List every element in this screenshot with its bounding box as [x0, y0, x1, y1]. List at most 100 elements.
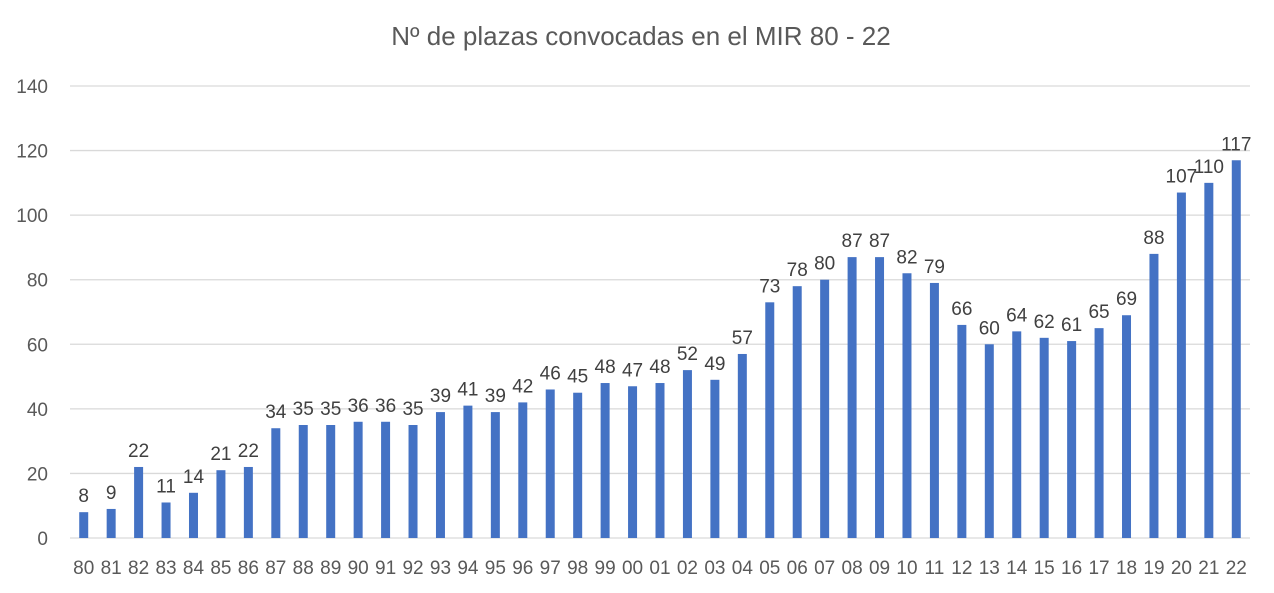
bar — [1122, 315, 1132, 538]
bar — [161, 502, 171, 538]
bar — [710, 379, 720, 538]
data-label: 57 — [732, 328, 753, 349]
data-label: 8 — [78, 486, 89, 507]
bar — [298, 425, 308, 538]
data-label: 69 — [1116, 289, 1137, 310]
x-tick-label: 06 — [787, 558, 808, 579]
data-label: 36 — [348, 396, 369, 417]
bar — [682, 370, 692, 538]
bar — [518, 402, 528, 538]
x-axis-ticks: 80 81 82 83 84 85 86 87 88 89 90 91 92 93 94 95 96 97 98 99… — [73, 558, 1247, 579]
bar — [1012, 331, 1022, 538]
x-tick-label: 09 — [869, 558, 890, 579]
x-tick-label: 98 — [567, 558, 588, 579]
bar — [1039, 337, 1049, 538]
data-label: 87 — [842, 231, 863, 252]
data-label: 35 — [402, 399, 423, 420]
data-label: 117 — [1221, 134, 1251, 155]
data-label: 11 — [156, 476, 176, 497]
data-label: 65 — [1088, 302, 1109, 323]
bar — [435, 412, 445, 538]
x-tick-label: 03 — [704, 558, 725, 579]
x-tick-label: 10 — [896, 558, 917, 579]
x-tick-label: 02 — [677, 558, 698, 579]
bar — [929, 282, 939, 538]
x-tick-label: 04 — [732, 558, 754, 579]
x-tick-label: 96 — [512, 558, 533, 579]
x-tick-label: 95 — [485, 558, 506, 579]
data-label: 66 — [951, 299, 972, 320]
bar — [902, 273, 912, 538]
bar — [490, 412, 500, 538]
data-label: 22 — [238, 441, 259, 462]
data-label: 61 — [1061, 315, 1082, 336]
data-label: 35 — [293, 399, 314, 420]
data-label: 39 — [485, 386, 506, 407]
x-tick-label: 91 — [375, 558, 396, 579]
data-label: 78 — [787, 260, 808, 281]
bar — [737, 353, 747, 538]
bar — [847, 257, 857, 538]
x-tick-label: 15 — [1034, 558, 1055, 579]
data-label: 21 — [210, 444, 231, 465]
x-tick-label: 80 — [73, 558, 94, 579]
y-tick-label: 100 — [16, 206, 48, 227]
data-label: 39 — [430, 386, 451, 407]
x-tick-label: 11 — [925, 558, 945, 579]
x-tick-label: 12 — [951, 558, 972, 579]
bar — [1176, 192, 1186, 539]
x-tick-label: 08 — [842, 558, 863, 579]
x-tick-label: 90 — [348, 558, 369, 579]
data-label: 48 — [595, 357, 616, 378]
x-tick-label: 87 — [265, 558, 286, 579]
x-tick-label: 14 — [1006, 558, 1028, 579]
x-tick-label: 00 — [622, 558, 643, 579]
bar — [243, 466, 253, 538]
data-label: 73 — [759, 276, 780, 297]
bars — [79, 160, 1241, 539]
x-tick-label: 07 — [814, 558, 835, 579]
bar — [271, 428, 281, 538]
bar — [79, 512, 89, 538]
bar — [408, 425, 418, 538]
bar — [134, 466, 144, 538]
bar — [381, 421, 391, 538]
bar — [326, 425, 336, 538]
x-tick-label: 86 — [238, 558, 259, 579]
data-label: 110 — [1194, 157, 1224, 178]
y-tick-label: 80 — [27, 271, 48, 292]
x-tick-label: 22 — [1226, 558, 1247, 579]
bar — [188, 492, 198, 538]
data-label: 22 — [128, 441, 149, 462]
bar — [957, 324, 967, 538]
data-label: 46 — [540, 363, 561, 384]
bar — [1094, 328, 1104, 538]
data-label: 35 — [320, 399, 341, 420]
y-tick-label: 0 — [37, 529, 48, 550]
y-tick-label: 20 — [27, 464, 48, 485]
chart-title: Nº de plazas convocadas en el MIR 80 - 2… — [391, 21, 890, 51]
bar — [765, 302, 775, 538]
data-label: 52 — [677, 344, 698, 365]
bar — [1231, 160, 1241, 538]
x-tick-label: 17 — [1088, 558, 1109, 579]
y-tick-label: 120 — [16, 142, 48, 163]
data-label: 14 — [183, 467, 205, 488]
data-label: 64 — [1006, 305, 1028, 326]
bar — [655, 383, 665, 538]
data-label: 79 — [924, 257, 945, 278]
x-tick-label: 13 — [979, 558, 1000, 579]
x-tick-label: 21 — [1198, 558, 1219, 579]
x-tick-label: 89 — [320, 558, 341, 579]
data-label: 36 — [375, 396, 396, 417]
x-tick-label: 83 — [155, 558, 176, 579]
x-tick-label: 18 — [1116, 558, 1137, 579]
data-label: 88 — [1143, 228, 1164, 249]
y-tick-label: 60 — [27, 335, 48, 356]
bar — [1067, 341, 1077, 538]
bar — [545, 389, 555, 538]
bar — [984, 344, 994, 538]
